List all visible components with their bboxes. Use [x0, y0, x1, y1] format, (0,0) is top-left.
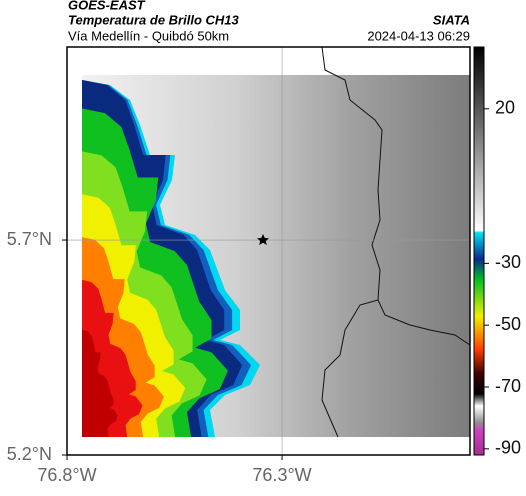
product: Temperatura de Brillo CH13 [68, 12, 240, 27]
agency: SIATA [433, 12, 470, 27]
colorbar-tick-label: -70 [495, 376, 521, 396]
y-tick-label: 5.7°N [7, 229, 52, 249]
y-tick-label: 5.2°N [7, 444, 52, 464]
region: Vía Medellín - Quibdó 50km [68, 28, 229, 43]
cloud-layers [82, 80, 260, 437]
border [321, 46, 471, 438]
grid [67, 47, 470, 455]
colorbar [473, 46, 485, 456]
timestamp: 2024-04-13 06:29 [367, 28, 470, 43]
location-marker [257, 234, 269, 245]
colorbar-tick-label: -30 [495, 252, 521, 272]
x-tick-label: 76.8°W [37, 465, 96, 485]
colorbar-tick-label: 20 [495, 98, 515, 118]
x-tick-label: 76.3°W [252, 465, 311, 485]
map-frame [66, 46, 471, 456]
colorbar-tick-label: -90 [495, 438, 521, 458]
colorbar-tick-label: -50 [495, 314, 521, 334]
satellite: GOES-EAST [68, 0, 146, 12]
cloud-layer [82, 329, 118, 437]
